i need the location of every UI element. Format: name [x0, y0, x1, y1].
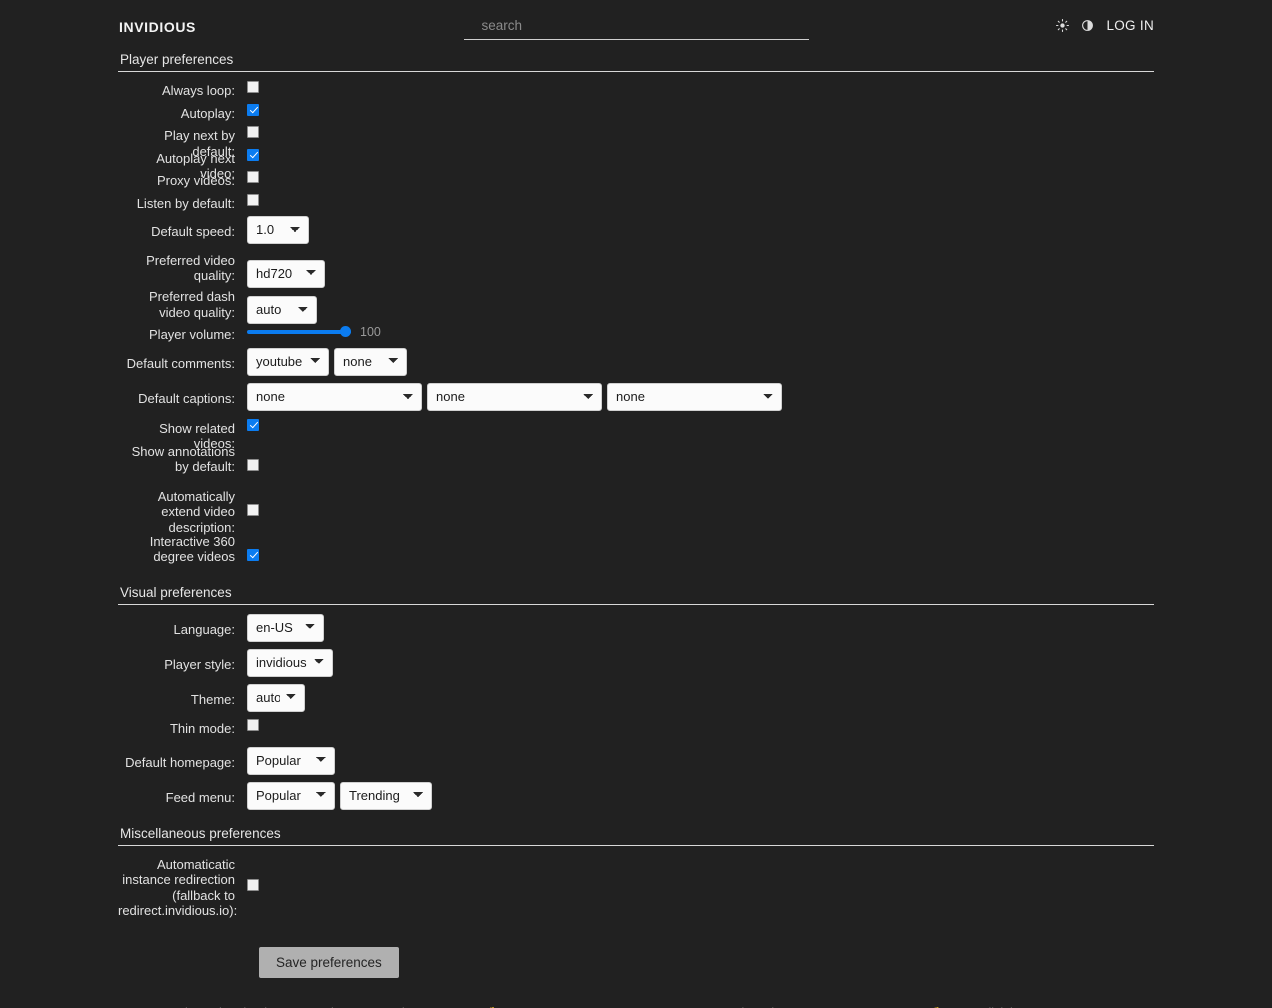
footer-left: Released under the AGPLv3 by Omar Roth. … [118, 1006, 463, 1008]
label-autoplay-next: Autoplay next video: [156, 150, 235, 182]
select-player-style[interactable]: invidious [247, 648, 333, 677]
slider-player-volume[interactable] [247, 329, 351, 334]
navbar-left: INVIDIOUS [0, 14, 355, 35]
pref-row-preferred-dash-quality: Preferred dash video quality: auto [118, 288, 1154, 325]
section-divider-misc [118, 844, 1154, 846]
select-feed-menu-2[interactable]: Trending [340, 781, 432, 810]
pref-row-instance-redirect: Automaticatic instance redirection (fall… [118, 855, 1154, 919]
checkbox-play-next[interactable] [247, 126, 259, 138]
pref-row-show-annotations: Show annotations by default: [118, 442, 1154, 487]
label-player-volume: Player volume: [149, 326, 235, 342]
section-title-visual: Visual preferences [120, 584, 232, 600]
label-default-homepage: Default homepage: [125, 754, 235, 770]
search-form [463, 14, 809, 40]
select-language[interactable]: en-US [247, 613, 324, 642]
label-show-related: Show related videos: [159, 420, 235, 452]
checkbox-proxy-videos[interactable] [247, 171, 259, 183]
pref-row-default-homepage: Default homepage: Popular [118, 746, 1154, 782]
pref-row-preferred-quality: Preferred video quality: hd720 [118, 252, 1154, 289]
label-listen-default: Listen by default: [136, 195, 235, 211]
pref-row-thin-mode: Thin mode: [118, 718, 1154, 747]
brand-logo[interactable]: INVIDIOUS [119, 19, 196, 35]
label-default-captions: Default captions: [138, 391, 235, 406]
select-preferred-dash-quality[interactable]: auto [247, 296, 317, 324]
pref-row-show-related: Show related videos: [118, 418, 1154, 451]
label-proxy-videos: Proxy videos: [156, 173, 235, 188]
select-preferred-quality[interactable]: hd720 [247, 259, 325, 288]
pref-row-default-captions: Default captions: none none none [118, 383, 1154, 419]
label-interactive-360: Interactive 360 degree videos [149, 533, 235, 565]
pref-row-autoplay: Autoplay: [118, 103, 1154, 127]
pref-row-listen-default: Listen by default: [118, 193, 1154, 217]
section-divider-visual [118, 603, 1154, 605]
checkbox-show-related[interactable] [247, 418, 259, 431]
label-thin-mode: Thin mode: [169, 720, 235, 736]
label-theme: Theme: [190, 691, 235, 707]
pref-row-interactive-360: Interactive 360 degree videos [118, 532, 1154, 577]
player-volume-value: 100 [360, 324, 381, 339]
save-preferences-button[interactable]: Save preferences [259, 946, 399, 978]
checkbox-listen-default[interactable] [247, 193, 259, 206]
label-play-next: Play next by default: [164, 128, 235, 159]
checkbox-autoplay[interactable] [247, 103, 259, 116]
pref-row-proxy-videos: Proxy videos: [118, 171, 1154, 194]
label-player-style: Player style: [164, 656, 235, 672]
pref-row-extend-description: Automatically extend video description: [118, 487, 1154, 535]
section-title-player: Player preferences [120, 52, 234, 67]
label-preferred-dash-quality: Preferred dash video quality: [149, 289, 235, 320]
navbar-right: LOG IN [917, 14, 1272, 33]
select-theme[interactable]: auto [247, 683, 305, 712]
checkbox-interactive-360[interactable] [247, 548, 259, 561]
checkbox-autoplay-next[interactable] [247, 148, 259, 161]
label-autoplay: Autoplay: [180, 105, 235, 121]
pref-row-feed-menu: Feed menu: Popular Trending [118, 781, 1154, 817]
checkbox-instance-redirect[interactable] [247, 878, 259, 891]
label-preferred-quality: Preferred video quality: [146, 252, 235, 284]
pref-row-always-loop: Always loop: [118, 81, 1154, 104]
pref-row-autoplay-next: Autoplay next video: [118, 148, 1154, 181]
select-default-speed[interactable]: 1.0 [247, 216, 309, 244]
btc-link[interactable]: BTC: 1735mageHQCmHgMgDWtN4FYVL2kgst1jvE [500, 1006, 788, 1008]
search-input[interactable] [463, 14, 809, 40]
select-default-captions-1[interactable]: none [247, 383, 422, 411]
checkbox-show-annotations[interactable] [247, 458, 259, 471]
license-text: Released under the AGPLv3 by Omar Roth. [169, 1006, 412, 1008]
label-show-annotations: Show annotations by default: [131, 443, 235, 475]
pref-row-default-speed: Default speed: 1.0 [118, 216, 1154, 252]
login-link[interactable]: LOG IN [1106, 18, 1154, 33]
label-extend-description: Automatically extend video description: [157, 488, 235, 535]
select-default-comments-primary[interactable]: youtube [247, 347, 329, 376]
checkbox-always-loop[interactable] [247, 81, 259, 93]
select-default-homepage[interactable]: Popular [247, 746, 335, 775]
label-feed-menu: Feed menu: [165, 789, 235, 805]
label-default-speed: Default speed: [151, 224, 235, 239]
pref-row-theme: Theme: auto [118, 683, 1154, 719]
select-default-captions-3[interactable]: none [607, 383, 782, 411]
label-always-loop: Always loop: [162, 83, 235, 98]
pref-row-play-next: Play next by default: [118, 126, 1154, 159]
pref-row-player-style: Player style: invidious [118, 648, 1154, 684]
select-default-captions-2[interactable]: none [427, 383, 602, 411]
navbar: INVIDIOUS LOG IN [0, 0, 1272, 52]
save-row: Save preferences [118, 946, 1154, 978]
section-divider-player [118, 71, 1154, 72]
label-instance-redirect: Automaticatic instance redirection (fall… [118, 856, 238, 919]
pref-row-language: Language: en-US [118, 613, 1154, 649]
checkbox-extend-description[interactable] [247, 503, 259, 516]
label-language: Language: [173, 621, 235, 637]
label-default-comments: Default comments: [126, 355, 235, 371]
pref-row-player-volume: Player volume: 100 [118, 325, 1154, 348]
preferences-page: Player preferences Always loop: Autoplay… [0, 52, 1272, 978]
pref-row-default-comments: Default comments: youtube none [118, 347, 1154, 384]
sun-icon[interactable] [1056, 19, 1070, 32]
checkbox-thin-mode[interactable] [247, 718, 259, 731]
navbar-center [355, 14, 917, 40]
xmr-link[interactable]: XMR: Click here [945, 1006, 1035, 1008]
select-feed-menu-1[interactable]: Popular [247, 781, 335, 810]
section-title-misc: Miscellaneous preferences [120, 825, 281, 841]
select-default-comments-fallback[interactable]: none [334, 347, 407, 376]
contrast-icon[interactable] [1081, 19, 1094, 32]
